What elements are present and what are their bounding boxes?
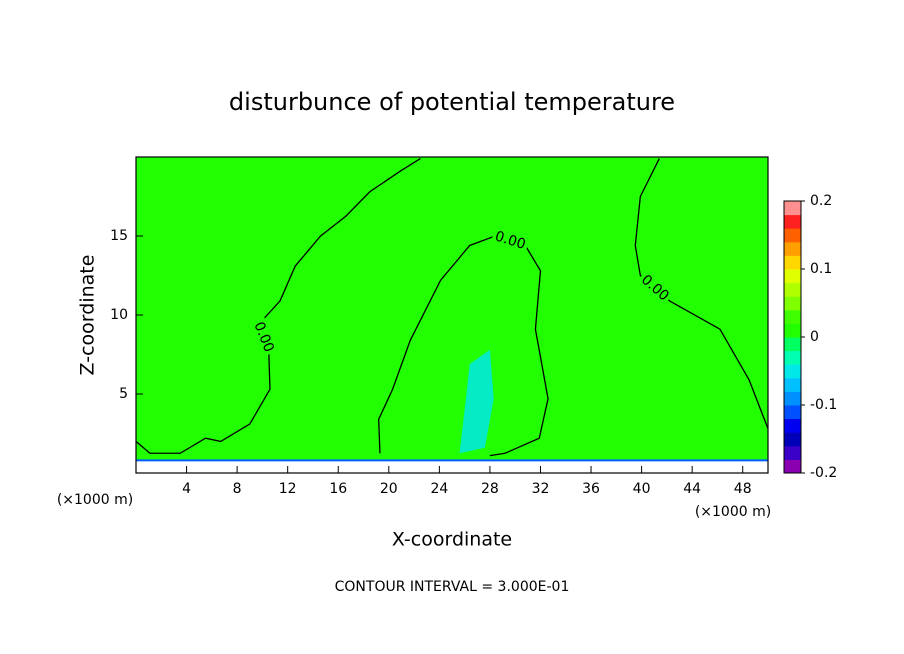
- x-tick-label: 36: [582, 481, 600, 497]
- colorbar-band: [784, 418, 801, 433]
- x-unit: (×1000 m): [57, 492, 133, 508]
- surface-layer: [136, 460, 768, 473]
- colorbar-band: [784, 350, 801, 365]
- chart-title: disturbunce of potential temperature: [229, 88, 675, 116]
- contour-label-bg: [249, 317, 278, 357]
- x-tick-label: 48: [734, 481, 752, 497]
- colorbar-tick-label: 0.1: [810, 261, 832, 277]
- colorbar-tick-label: -0.1: [810, 397, 837, 413]
- colorbar-band: [784, 377, 801, 392]
- x-tick-label: 12: [279, 481, 297, 497]
- colorbar-band: [784, 391, 801, 406]
- colorbar-band: [784, 296, 801, 311]
- x-axis-label: X-coordinate: [392, 529, 512, 551]
- colorbar-band: [784, 228, 801, 243]
- x-tick-label: 4: [182, 481, 191, 497]
- y-axis-label: Z-coordinate: [77, 255, 99, 376]
- y-tick-label: 5: [119, 386, 128, 402]
- colorbar-tick-label: 0: [810, 329, 819, 345]
- colorbar-band: [784, 445, 801, 460]
- contour-label-bg: [636, 270, 674, 306]
- plot-area: [136, 157, 768, 473]
- contour-label-bg: [490, 227, 530, 254]
- colorbar-band: [784, 459, 801, 474]
- colorbar-band: [784, 364, 801, 379]
- colorbar-band: [784, 405, 801, 420]
- x-tick-label: 8: [233, 481, 242, 497]
- x-tick-label: 32: [532, 481, 550, 497]
- x-tick-label: 40: [633, 481, 651, 497]
- x-tick-label: 28: [481, 481, 499, 497]
- y-tick-label: 10: [110, 307, 128, 323]
- colorbar-tick-label: 0.2: [810, 193, 832, 209]
- field-region: [459, 349, 494, 454]
- x-unit: (×1000 m): [695, 504, 771, 520]
- x-tick-label: 44: [683, 481, 701, 497]
- colorbar-band: [784, 282, 801, 297]
- colorbar-band: [784, 269, 801, 284]
- y-tick-label: 15: [110, 228, 128, 244]
- colorbar-band: [784, 323, 801, 338]
- x-tick-label: 16: [329, 481, 347, 497]
- colorbar-band: [784, 309, 801, 324]
- x-tick-label: 24: [430, 481, 448, 497]
- x-tick-label: 20: [380, 481, 398, 497]
- colorbar-band: [784, 214, 801, 229]
- colorbar-band: [784, 432, 801, 447]
- colorbar-band: [784, 241, 801, 256]
- background-field: [136, 157, 768, 473]
- colorbar-tick-label: -0.2: [810, 465, 837, 481]
- footer: CONTOUR INTERVAL = 3.000E-01: [335, 579, 570, 595]
- colorbar-band: [784, 201, 801, 216]
- colorbar-band: [784, 337, 801, 352]
- colorbar-band: [784, 255, 801, 270]
